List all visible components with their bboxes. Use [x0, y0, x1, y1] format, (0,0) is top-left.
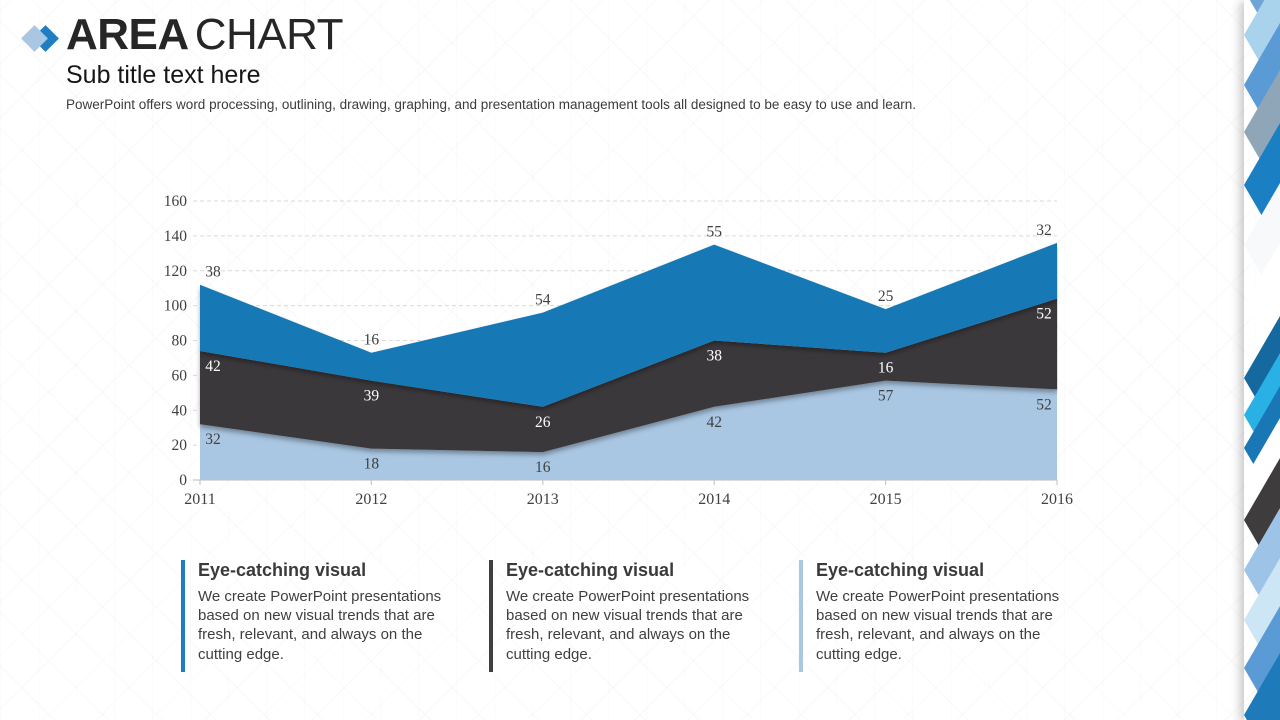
svg-text:25: 25 [878, 288, 894, 305]
page-title-light: CHART [194, 10, 344, 59]
page-title-bold: AREA [66, 10, 189, 59]
svg-text:80: 80 [172, 333, 188, 350]
area-chart: 0 20 40 60 80 100 120 140 160 2011 2012 2013 2014 201… [130, 190, 1080, 525]
svg-text:2012: 2012 [355, 491, 387, 508]
card-1-body: We create PowerPoint presentations based… [198, 588, 442, 663]
svg-text:16: 16 [364, 332, 380, 349]
decorative-triangle-strip [1244, 0, 1280, 720]
svg-text:16: 16 [878, 360, 894, 377]
slide-header: AREA CHART Sub title text here PowerPoint… [21, 10, 917, 112]
svg-text:16: 16 [535, 459, 551, 476]
svg-text:40: 40 [172, 402, 188, 419]
svg-text:140: 140 [164, 228, 188, 245]
svg-text:54: 54 [535, 292, 551, 309]
svg-text:120: 120 [164, 263, 188, 280]
svg-text:52: 52 [1036, 396, 1052, 413]
svg-text:39: 39 [364, 388, 380, 405]
svg-text:32: 32 [205, 431, 221, 448]
card-3: Eye-catching visual We create PowerPoint… [799, 560, 1089, 672]
card-2-body: We create PowerPoint presentations based… [506, 588, 750, 663]
svg-text:2014: 2014 [698, 491, 730, 508]
svg-text:2013: 2013 [527, 491, 559, 508]
card-2-heading: Eye-catching visual [506, 560, 675, 580]
page-description: PowerPoint offers word processing, outli… [66, 97, 917, 112]
card-2: Eye-catching visual We create PowerPoint… [489, 560, 779, 672]
svg-text:100: 100 [164, 298, 188, 315]
page-subtitle: Sub title text here [66, 61, 261, 89]
svg-text:38: 38 [706, 348, 722, 365]
page-title: AREA CHART [66, 10, 916, 60]
svg-text:38: 38 [205, 264, 221, 281]
svg-text:60: 60 [172, 367, 188, 384]
svg-text:2015: 2015 [870, 491, 902, 508]
svg-text:2011: 2011 [184, 491, 215, 508]
svg-text:18: 18 [364, 456, 380, 473]
svg-text:160: 160 [164, 193, 188, 210]
svg-text:32: 32 [1036, 222, 1052, 239]
svg-text:57: 57 [878, 388, 894, 405]
svg-text:52: 52 [1036, 306, 1052, 323]
svg-text:42: 42 [706, 414, 722, 431]
card-1-heading: Eye-catching visual [198, 560, 367, 580]
card-3-heading: Eye-catching visual [816, 560, 985, 580]
svg-text:2016: 2016 [1041, 491, 1073, 508]
card-1: Eye-catching visual We create PowerPoint… [181, 560, 471, 672]
diamond-icon [21, 25, 61, 56]
svg-text:55: 55 [706, 224, 722, 241]
area-chart-svg: 0 20 40 60 80 100 120 140 160 2011 2012 2013 2014 201… [164, 193, 1073, 508]
svg-text:26: 26 [535, 414, 551, 431]
svg-text:20: 20 [172, 437, 188, 454]
svg-text:42: 42 [205, 358, 221, 375]
svg-text:0: 0 [179, 472, 187, 489]
card-3-body: We create PowerPoint presentations based… [816, 588, 1060, 663]
